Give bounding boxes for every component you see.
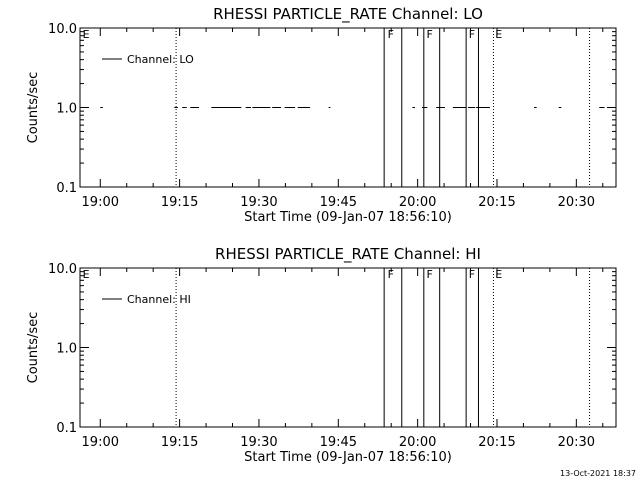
event-marker-label: E: [83, 28, 90, 41]
y-tick-label: 1.0: [56, 342, 77, 357]
legend-label: Channel: LO: [127, 53, 194, 66]
x-tick-label: 19:30: [240, 195, 277, 210]
event-marker-label: F: [469, 268, 475, 281]
x-tick-label: 19:00: [82, 195, 119, 210]
y-tick-label: 10.0: [48, 22, 77, 37]
chart-panel-0: RHESSI PARTICLE_RATE Channel: LO 0.1 1.0 10…: [26, 5, 617, 225]
x-tick-label: 19:15: [161, 195, 198, 210]
y-tick-label: 0.1: [56, 181, 77, 196]
x-tick-label: 19:30: [240, 435, 277, 450]
x-tick-label: 20:30: [558, 435, 595, 450]
y-axis-label: Counts/sec: [26, 312, 41, 384]
y-tick-label: 0.1: [56, 421, 77, 436]
chart-panel-1: RHESSI PARTICLE_RATE Channel: HI 0.1 1.0 10…: [26, 245, 617, 465]
x-tick-label: 20:30: [558, 195, 595, 210]
x-axis-label: Start Time (09-Jan-07 18:56:10): [244, 210, 452, 225]
chart-title: RHESSI PARTICLE_RATE Channel: LO: [213, 5, 483, 24]
event-marker-label: F: [426, 268, 432, 281]
event-marker-label: F: [469, 28, 475, 41]
event-marker-label: F: [388, 268, 394, 281]
x-tick-label: 19:15: [161, 435, 198, 450]
event-marker-label: E: [83, 268, 90, 281]
x-tick-label: 19:00: [82, 435, 119, 450]
footer-timestamp: 13-Oct-2021 18:37: [560, 469, 636, 478]
event-marker-label: E: [495, 28, 502, 41]
event-marker-label: E: [495, 268, 502, 281]
x-tick-label: 20:15: [478, 435, 515, 450]
event-marker-label: F: [388, 28, 394, 41]
x-tick-label: 20:15: [478, 195, 515, 210]
legend-label: Channel: HI: [127, 293, 191, 306]
x-tick-label: 20:00: [399, 195, 436, 210]
x-tick-label: 19:45: [320, 435, 357, 450]
x-tick-label: 20:00: [399, 435, 436, 450]
y-tick-label: 10.0: [48, 262, 77, 277]
x-axis-label: Start Time (09-Jan-07 18:56:10): [244, 450, 452, 465]
event-marker-label: F: [426, 28, 432, 41]
chart-title: RHESSI PARTICLE_RATE Channel: HI: [215, 245, 481, 264]
y-axis-label: Counts/sec: [26, 72, 41, 144]
y-tick-label: 1.0: [56, 102, 77, 117]
plot-frame: [79, 267, 617, 428]
x-tick-label: 19:45: [320, 195, 357, 210]
